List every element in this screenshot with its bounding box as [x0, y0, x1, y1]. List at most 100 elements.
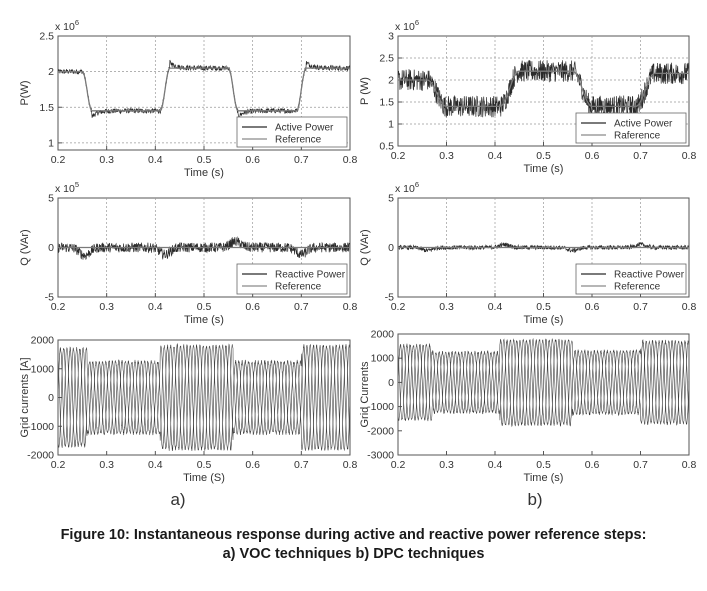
x-axis-label: Time (S)	[183, 472, 225, 484]
x-tick-label: 0.2	[51, 301, 66, 313]
x-tick-label: 0.4	[148, 154, 163, 166]
x-axis-label: Time (s)	[184, 314, 224, 326]
x-tick-label: 0.8	[682, 150, 697, 162]
y-tick-label: 0	[388, 242, 394, 254]
y-tick-label: 2000	[31, 335, 55, 347]
x-tick-label: 0.6	[585, 150, 600, 162]
current-phase-1	[58, 343, 350, 451]
x-tick-label: 0.4	[148, 459, 163, 471]
y-tick-label: 5	[48, 193, 54, 205]
y-tick-label: 1.5	[39, 102, 54, 114]
y-tick-label: 0	[48, 242, 54, 254]
y-tick-label: -5	[45, 292, 54, 304]
x-tick-label: 0.6	[585, 459, 600, 471]
panel-label-b: b)	[527, 490, 542, 509]
current-phase-3	[398, 338, 689, 427]
x-tick-label: 0.2	[391, 301, 406, 313]
plot-area	[397, 333, 690, 456]
y-axis-label: Grid Currents	[359, 361, 371, 428]
x-tick-label: 0.7	[633, 301, 648, 313]
x-tick-label: 0.8	[682, 301, 697, 313]
voc-reactive-power-chart: 0.2 0.3 0.4 0.5 0.6 0.7 0.8 -5 0 5 Time (s) Q (VAr)…	[19, 180, 357, 326]
x-axis-label: Time (s)	[524, 314, 564, 326]
y-tick-label: -1000	[27, 421, 54, 433]
x-tick-label: 0.3	[439, 459, 454, 471]
y-axis-label: P(W)	[19, 80, 31, 105]
voc-active-power-chart: 0.2 0.3 0.4 0.5 0.6 0.7 0.8 1 1.5 2 2.5 Time (s) P(W…	[19, 18, 357, 179]
y-tick-label: 1000	[31, 363, 55, 375]
x-tick-label: 0.5	[197, 459, 212, 471]
legend-label: Active Power	[275, 123, 334, 134]
y-tick-label: -5	[385, 292, 394, 304]
legend-label: Reference	[275, 282, 322, 293]
voc-grid-currents-chart: 0.2 0.3 0.4 0.5 0.6 0.7 0.8 -2000 -1000 0 1000 2000…	[19, 335, 357, 485]
x-tick-label: 0.4	[488, 301, 503, 313]
figure-caption-line-1: Figure 10: Instantaneous response during…	[60, 527, 647, 543]
x-tick-label: 0.8	[343, 459, 358, 471]
x-axis-label: Time (s)	[184, 167, 224, 179]
y-tick-label: 2.5	[39, 31, 54, 43]
x-tick-label: 0.8	[343, 301, 358, 313]
y-exponent-label: x 105	[55, 180, 79, 195]
legend-label: Active Power	[614, 119, 673, 130]
y-axis-label: P (W)	[359, 77, 371, 105]
x-tick-label: 0.6	[245, 154, 260, 166]
legend-label: Reactive Power	[614, 270, 685, 281]
y-exponent-label: x 106	[395, 18, 419, 33]
x-tick-label: 0.3	[439, 150, 454, 162]
x-tick-label: 0.2	[391, 150, 406, 162]
x-tick-label: 0.5	[197, 154, 212, 166]
y-tick-label: -2000	[27, 450, 54, 462]
legend-label: Reference	[614, 282, 661, 293]
series-line-reference	[58, 67, 350, 112]
y-tick-label: 2000	[371, 329, 395, 341]
x-tick-label: 0.8	[682, 459, 697, 471]
x-tick-label: 0.6	[245, 459, 260, 471]
y-tick-label: 0.5	[379, 141, 394, 153]
current-phase-1	[398, 338, 689, 428]
x-tick-label: 0.7	[294, 154, 309, 166]
dpc-grid-currents-chart: 0.2 0.3 0.4 0.5 0.6 0.7 0.8 -3000 -2000 -1000 0 100…	[359, 329, 696, 485]
y-tick-label: 3	[388, 31, 394, 43]
x-tick-label: 0.3	[99, 459, 114, 471]
y-tick-label: 1	[48, 137, 54, 149]
figure-caption-line-2: a) VOC techniques b) DPC techniques	[222, 546, 485, 562]
x-tick-label: 0.2	[51, 459, 66, 471]
x-axis-label: Time (s)	[524, 163, 564, 175]
x-tick-label: 0.5	[536, 301, 551, 313]
y-tick-label: 0	[388, 377, 394, 389]
y-tick-label: 2	[388, 75, 394, 87]
x-tick-label: 0.8	[343, 154, 358, 166]
x-tick-label: 0.5	[536, 459, 551, 471]
x-tick-label: 0.3	[439, 301, 454, 313]
y-tick-label: 1.5	[379, 97, 394, 109]
current-phase-2	[398, 337, 689, 427]
series-line-reference	[398, 70, 689, 108]
x-tick-label: 0.6	[585, 301, 600, 313]
y-tick-label: -2000	[367, 425, 394, 437]
y-tick-label: 2	[48, 66, 54, 78]
y-axis-label: Q (VAr)	[359, 229, 371, 265]
x-tick-label: 0.2	[51, 154, 66, 166]
x-tick-label: 0.2	[391, 459, 406, 471]
panel-label-a: a)	[170, 490, 185, 509]
legend-label: Reference	[275, 135, 322, 146]
series-line-measured	[58, 236, 350, 260]
x-tick-label: 0.7	[633, 459, 648, 471]
dpc-reactive-power-chart: 0.2 0.3 0.4 0.5 0.6 0.7 0.8 -5 0 5 Time (s) Q (VAr)…	[359, 180, 696, 326]
y-tick-label: 0	[48, 392, 54, 404]
y-exponent-label: x 106	[55, 18, 79, 33]
y-tick-label: 1000	[371, 353, 395, 365]
x-tick-label: 0.7	[294, 301, 309, 313]
y-tick-label: -3000	[367, 450, 394, 462]
x-tick-label: 0.6	[245, 301, 260, 313]
y-axis-label: Q (VAr)	[19, 229, 31, 265]
y-axis-label: Grid currents [A]	[19, 357, 31, 437]
y-tick-label: 1	[388, 119, 394, 131]
y-tick-label: 2.5	[379, 53, 394, 65]
x-tick-label: 0.4	[488, 459, 503, 471]
